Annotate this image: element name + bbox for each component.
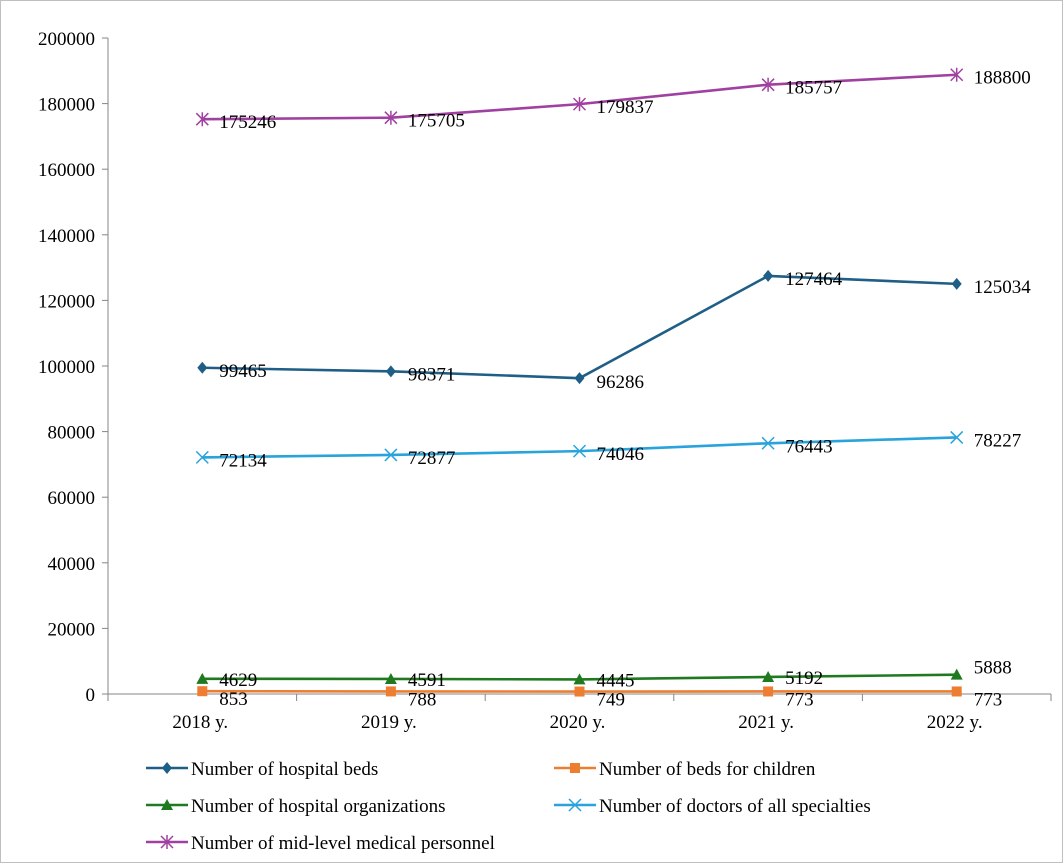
point-children (386, 686, 396, 696)
legend-marker-children (570, 763, 580, 773)
legend-item-orgs: Number of hospital organizations (146, 796, 446, 817)
data-label-beds: 125034 (974, 277, 1031, 298)
data-label-midlevel: 188800 (974, 68, 1031, 89)
legend-marker-beds (162, 762, 172, 774)
y-tick-label: 180000 (38, 95, 95, 116)
series-midlevel (196, 68, 962, 126)
legend-label-children: Number of beds for children (599, 759, 816, 780)
legend-item-beds: Number of hospital beds (146, 759, 378, 780)
y-tick-label: 80000 (48, 423, 96, 444)
series-children (197, 686, 961, 696)
series-line-beds (202, 276, 956, 378)
series-beds (197, 270, 961, 384)
data-label-beds: 127464 (785, 269, 843, 290)
data-label-doctors: 72877 (408, 448, 456, 469)
data-label-beds: 98371 (408, 364, 456, 385)
series-doctors (196, 431, 962, 463)
point-beds (763, 270, 773, 282)
legend-label-midlevel: Number of mid-level medical personnel (191, 833, 495, 854)
data-label-midlevel: 175246 (219, 112, 276, 133)
data-label-beds: 99465 (219, 361, 266, 382)
data-label-children: 788 (408, 689, 437, 710)
data-label-doctors: 72134 (219, 450, 267, 471)
axes: 0 20000 40000 60000 80000 100000 120000 140000 1… (38, 29, 1051, 733)
x-tick-label: 2018 y. (172, 712, 228, 733)
data-label-midlevel: 175705 (408, 111, 465, 132)
legend-label-doctors: Number of doctors of all specialties (599, 796, 871, 817)
data-label-beds: 96286 (597, 372, 645, 393)
series-orgs (196, 669, 962, 685)
data-label-doctors: 76443 (785, 436, 833, 457)
point-children (197, 686, 207, 696)
series-line-midlevel (202, 75, 956, 119)
data-label-orgs: 4629 (219, 670, 257, 691)
data-label-midlevel: 185757 (785, 78, 842, 99)
data-label-children: 749 (597, 690, 626, 711)
point-beds (197, 362, 207, 374)
y-tick-label: 140000 (38, 226, 95, 247)
y-tick-label: 100000 (38, 357, 95, 378)
y-tick-label: 160000 (38, 160, 95, 181)
y-tick-label: 0 (86, 685, 96, 706)
point-beds (952, 278, 962, 290)
data-label-orgs: 5888 (974, 658, 1012, 679)
point-children (952, 686, 962, 696)
y-tick-label: 20000 (48, 619, 96, 640)
point-children (575, 687, 585, 697)
y-tick-label: 60000 (48, 488, 96, 509)
legend-item-doctors: Number of doctors of all specialties (554, 796, 871, 817)
data-label-children: 853 (219, 689, 248, 710)
x-tick-label: 2021 y. (738, 712, 794, 733)
data-label-doctors: 74046 (597, 444, 645, 465)
data-label-orgs: 5192 (785, 668, 823, 689)
legend-label-orgs: Number of hospital organizations (191, 796, 446, 817)
y-tick-label: 120000 (38, 291, 95, 312)
data-label-orgs: 4445 (597, 670, 635, 691)
data-label-doctors: 78227 (974, 430, 1022, 451)
y-tick-label: 200000 (38, 29, 95, 50)
x-tick-label: 2022 y. (927, 712, 983, 733)
x-tick-label: 2020 y. (550, 712, 606, 733)
data-label-midlevel: 179837 (597, 97, 654, 118)
legend-item-children: Number of beds for children (554, 759, 816, 780)
legend-label-beds: Number of hospital beds (191, 759, 378, 780)
y-tick-label: 40000 (48, 554, 96, 575)
point-beds (575, 372, 585, 384)
data-label-orgs: 4591 (408, 670, 446, 691)
legend-item-midlevel: Number of mid-level medical personnel (146, 833, 495, 854)
series-line-doctors (202, 437, 956, 457)
point-children (763, 686, 773, 696)
data-labels: 99465 98371 96286 127464 125034 853 788 749 773 7… (219, 68, 1031, 711)
legend: Number of hospital beds Number of beds fo… (146, 759, 871, 854)
point-beds (386, 365, 396, 377)
x-tick-label: 2019 y. (361, 712, 417, 733)
data-label-children: 773 (785, 689, 814, 710)
data-label-children: 773 (974, 689, 1003, 710)
series-layer (196, 68, 962, 697)
